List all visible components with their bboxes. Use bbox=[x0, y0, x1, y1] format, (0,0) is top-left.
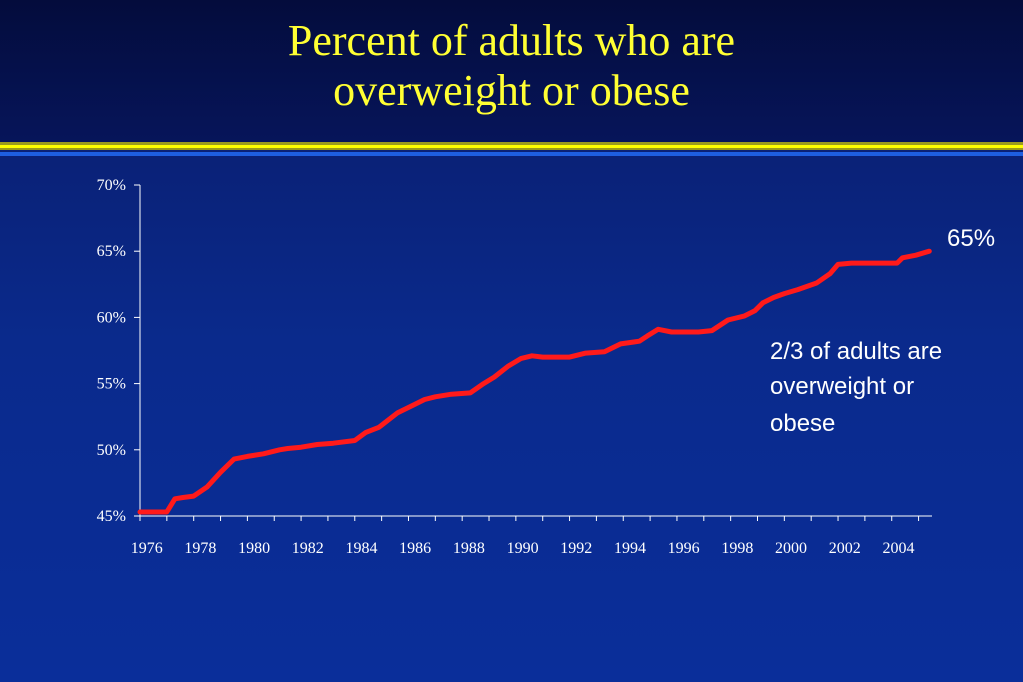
note-line-3: obese bbox=[770, 410, 835, 437]
y-axis-labels: 45% 50% 55% 60% 65% 70% bbox=[97, 177, 126, 525]
x-tick-label: 1984 bbox=[345, 540, 377, 557]
x-tick-label: 1980 bbox=[238, 540, 270, 557]
x-tick-label: 1992 bbox=[560, 540, 592, 557]
series-line bbox=[137, 248, 932, 515]
x-axis-labels: 1976 1978 1980 1982 1984 1986 1988 1990 1992 1994… bbox=[131, 540, 915, 557]
x-tick-label: 1988 bbox=[453, 540, 485, 557]
x-tick-label: 2002 bbox=[829, 540, 861, 557]
x-tick-label: 2000 bbox=[775, 540, 807, 557]
slide-title: Percent of adults who are overweight or … bbox=[0, 16, 1023, 116]
divider-stripe-blue bbox=[0, 152, 1023, 156]
note-line-1: 2/3 of adults are bbox=[770, 338, 942, 365]
x-tick-label: 1994 bbox=[614, 540, 646, 557]
y-tick-label: 70% bbox=[97, 177, 126, 194]
y-tick-label: 45% bbox=[97, 508, 126, 525]
title-line-2: overweight or obese bbox=[333, 66, 690, 115]
x-tick-label: 1996 bbox=[668, 540, 700, 557]
title-line-1: Percent of adults who are bbox=[287, 16, 736, 65]
x-tick-label: 2004 bbox=[882, 540, 914, 557]
divider-stripe-yellow bbox=[0, 145, 1023, 148]
chart-axes bbox=[134, 184, 932, 521]
title-band bbox=[0, 0, 1023, 142]
x-tick-label: 1982 bbox=[292, 540, 324, 557]
end-value-label: 65% bbox=[947, 225, 995, 252]
x-tick-label: 1998 bbox=[721, 540, 753, 557]
x-tick-label: 1976 bbox=[131, 540, 163, 557]
y-tick-label: 65% bbox=[97, 243, 126, 260]
y-tick-label: 60% bbox=[97, 309, 126, 326]
x-tick-label: 1978 bbox=[184, 540, 216, 557]
y-tick-label: 50% bbox=[97, 442, 126, 459]
y-tick-label: 55% bbox=[97, 376, 126, 393]
x-tick-label: 1990 bbox=[507, 540, 539, 557]
x-tick-label: 1986 bbox=[399, 540, 431, 557]
note-line-2: overweight or bbox=[770, 373, 914, 400]
